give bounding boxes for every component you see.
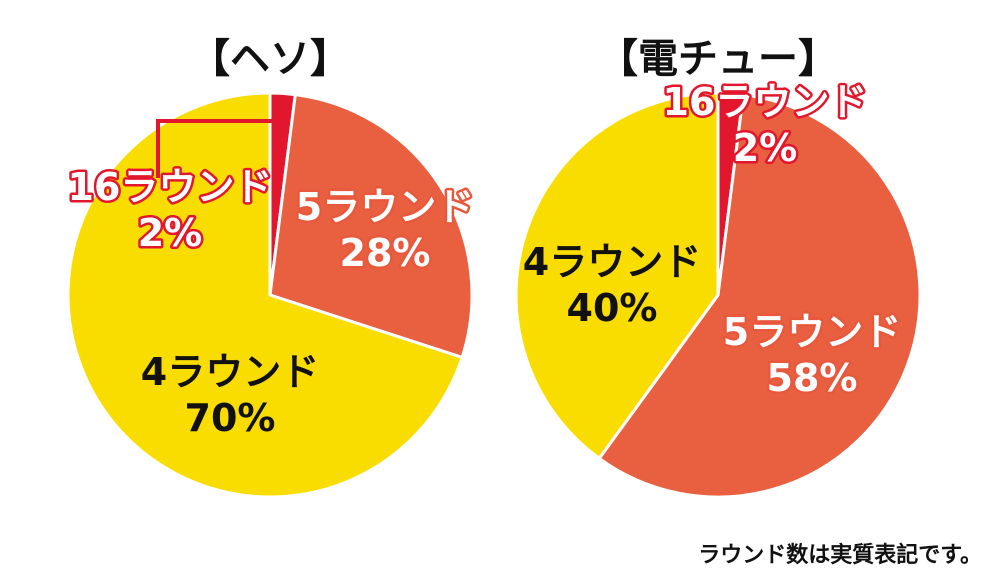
slice-label-3: 4ラウンド 40% (523, 240, 701, 330)
slice-percent: 40% (567, 286, 658, 330)
pie-chart-2: 【電チュー】16ラウンド 2%5ラウンド 58%4ラウンド 40% (514, 36, 922, 499)
slice-percent: 2% (733, 126, 798, 170)
slice-percent: 70% (185, 396, 276, 440)
chart-title: 【ヘソ】 (190, 36, 350, 82)
slice-name: 5ラウンド (723, 310, 901, 354)
slice-label-2: 5ラウンド 58% (723, 310, 901, 400)
slice-label-3: 4ラウンド 70% (141, 350, 319, 440)
pie-slice-3 (514, 91, 720, 460)
pie-slice-2 (597, 93, 922, 499)
slice-label-1: 16ラウンド 2% (663, 80, 868, 170)
slice-percent: 2% (138, 211, 203, 255)
slice-percent: 58% (767, 356, 858, 400)
slice-percent: 28% (340, 231, 431, 275)
chart-title: 【電チュー】 (598, 36, 838, 82)
slice-label-1: 16ラウンド 2% (68, 165, 273, 255)
slice-name: 16ラウンド (663, 80, 868, 124)
pie-slice-2 (268, 93, 474, 359)
slice-name: 4ラウンド (141, 350, 319, 394)
leader-line (156, 119, 274, 178)
slice-name: 16ラウンド (68, 165, 273, 209)
pie-chart-1: 【ヘソ】 16ラウンド 2% 5ラウンド 28% 4ラウンド 70% (65, 36, 477, 499)
footnote: ラウンド数は実質表記です。 (698, 543, 982, 568)
pie-slice-3 (66, 91, 464, 499)
slice-label-2: 5ラウンド 28% (296, 185, 474, 275)
slice-name: 5ラウンド (296, 185, 474, 229)
slice-name: 4ラウンド (523, 240, 701, 284)
